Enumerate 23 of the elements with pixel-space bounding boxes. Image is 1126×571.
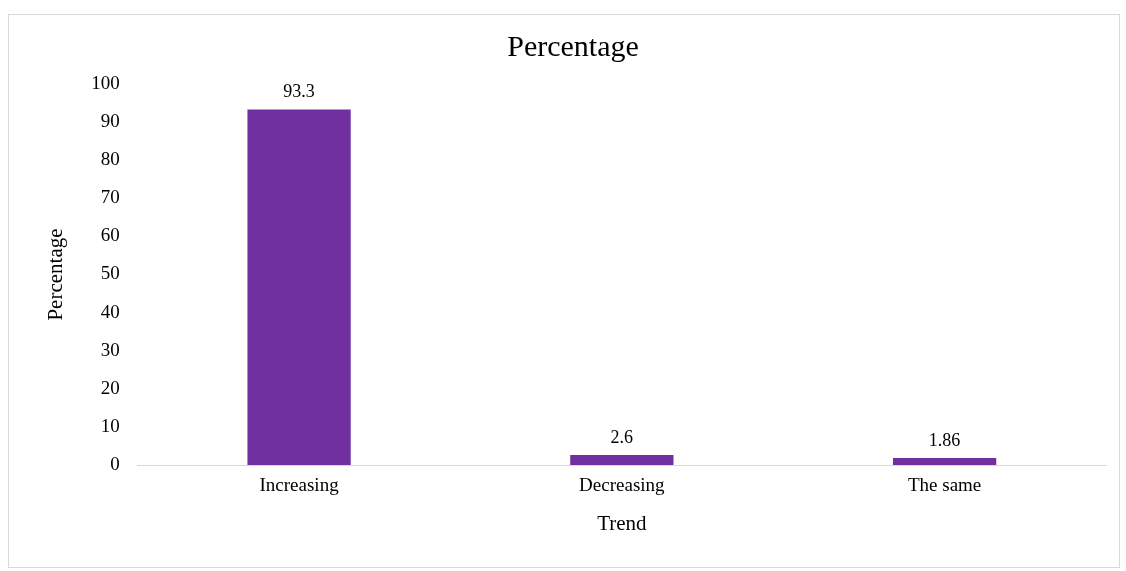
- y-tick-label: 80: [100, 148, 120, 170]
- y-tick-label: 100: [91, 71, 120, 93]
- y-tick-label: 60: [100, 224, 120, 246]
- y-tick-label: 40: [100, 300, 120, 322]
- y-tick-label: 0: [110, 452, 120, 474]
- y-tick-label: 20: [100, 376, 120, 398]
- x-tick-label: Increasing: [259, 474, 340, 496]
- y-tick-label: 10: [100, 414, 120, 436]
- x-tick-label: Decreasing: [579, 474, 666, 496]
- y-tick-label: 70: [100, 186, 120, 208]
- x-axis-title: Trend: [597, 510, 648, 535]
- data-label: 93.3: [283, 81, 315, 102]
- data-label: 1.86: [928, 429, 961, 450]
- bar: [247, 109, 351, 465]
- bar: [570, 455, 674, 465]
- y-tick-label: 90: [100, 110, 120, 132]
- y-tick-label: 30: [100, 338, 120, 360]
- bar: [892, 457, 997, 465]
- x-tick-label: The same: [907, 474, 982, 496]
- data-label: 2.6: [610, 426, 634, 447]
- y-axis-title: Percentage: [43, 228, 68, 321]
- y-tick-label: 50: [100, 262, 120, 284]
- chart-title: Percentage: [507, 28, 639, 62]
